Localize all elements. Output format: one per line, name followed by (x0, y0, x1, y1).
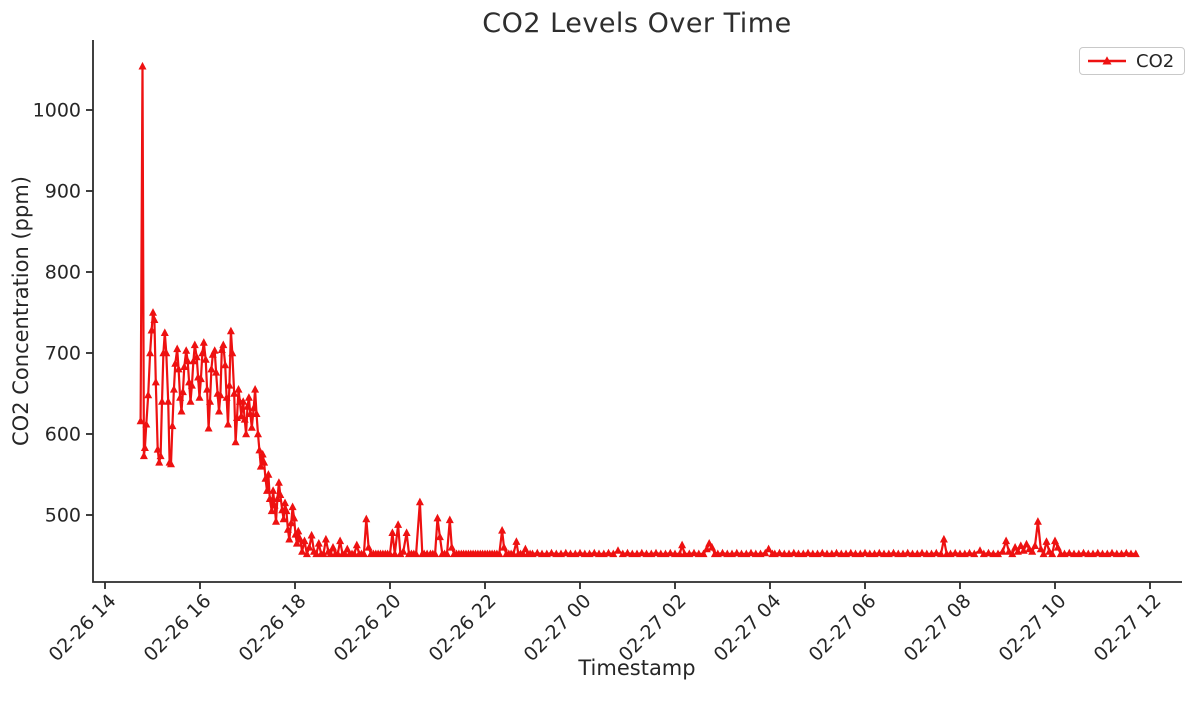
x-tick-label: 02-27 10 (995, 590, 1071, 666)
axis-spines (92, 40, 1182, 583)
x-tick-label: 02-27 12 (1090, 590, 1166, 666)
x-tick-label: 02-26 18 (235, 590, 311, 666)
legend: CO2 (1079, 47, 1186, 75)
x-tick-label: 02-26 14 (45, 590, 121, 666)
co2-markers (136, 61, 1140, 558)
y-tick-label: 500 (45, 505, 81, 527)
y-tick-label: 1000 (33, 100, 81, 122)
y-tick-label: 900 (45, 181, 81, 203)
x-tick-label: 02-26 20 (330, 590, 406, 666)
y-axis-label: CO2 Concentration (ppm) (9, 176, 33, 446)
x-axis-label: Timestamp (578, 656, 696, 680)
x-tick-label: 02-27 02 (615, 590, 691, 666)
x-tick-label: 02-27 06 (805, 590, 881, 666)
legend-line-marker-swatch (1088, 56, 1126, 65)
x-tick-label: 02-26 22 (425, 590, 501, 666)
y-tick-label: 700 (45, 343, 81, 365)
co2-line (139, 65, 1136, 555)
co2-series (136, 61, 1140, 558)
x-tick-label: 02-27 08 (900, 590, 976, 666)
legend-label: CO2 (1136, 50, 1175, 72)
x-tick-label: 02-27 04 (710, 590, 786, 666)
y-tick-label: 800 (45, 262, 81, 284)
chart-title: CO2 Levels Over Time (482, 8, 792, 39)
y-tick-label: 600 (45, 424, 81, 446)
x-tick-label: 02-27 00 (520, 590, 596, 666)
x-tick-label: 02-26 16 (140, 590, 216, 666)
